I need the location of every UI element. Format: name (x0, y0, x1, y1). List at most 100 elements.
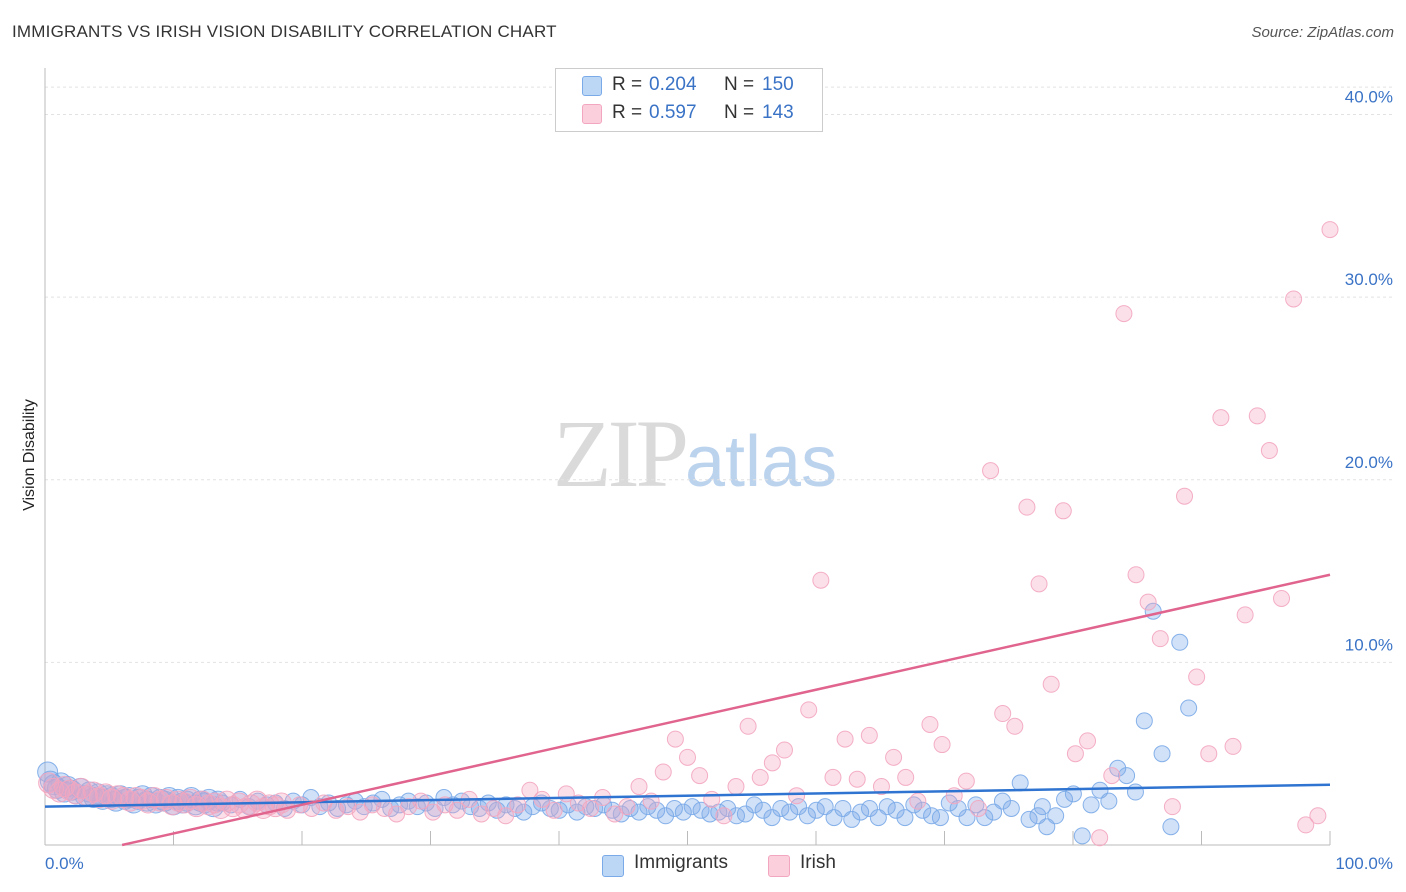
irish-point (1224, 737, 1242, 755)
irish-point (860, 726, 878, 744)
immigrants-point (435, 789, 453, 807)
immigrants-point (692, 801, 710, 819)
immigrants-point (754, 801, 772, 819)
immigrants-point (1056, 790, 1074, 808)
irish-point (909, 792, 927, 810)
irish-point (933, 736, 951, 754)
irish-point (1273, 589, 1291, 607)
immigrants-trend-line (44, 783, 1331, 808)
irish-point (1236, 606, 1254, 624)
immigrants-point (958, 809, 976, 827)
data-points (37, 221, 1339, 847)
immigrants-point (1011, 774, 1029, 792)
immigrants-point (1135, 712, 1153, 730)
irish-point (1176, 487, 1194, 505)
irish-point (1163, 798, 1181, 816)
immigrants-point (843, 810, 861, 828)
irish-point (509, 796, 527, 814)
irish-point (775, 741, 793, 759)
irish-point (1248, 407, 1266, 425)
irish-point (800, 701, 818, 719)
irish-point (666, 730, 684, 748)
irish-point (921, 715, 939, 733)
immigrants-point (1118, 767, 1136, 785)
correlation-legend: R = 0.204 N = 150 R = 0.597 N = 143 (555, 68, 823, 132)
trend-lines (44, 573, 1331, 847)
watermark-atlas: atlas (685, 422, 838, 502)
x-tick-label: 0.0% (45, 854, 84, 873)
immigrants-point (665, 799, 683, 817)
immigrants-point (1047, 807, 1065, 825)
immigrants-point (1073, 827, 1091, 845)
irish-point (727, 778, 745, 796)
irish-point (739, 717, 757, 735)
immigrants-point (745, 796, 763, 814)
irish-point (897, 768, 915, 786)
immigrants-point (781, 803, 799, 821)
irish-point (1285, 290, 1303, 308)
irish-point (113, 787, 135, 809)
irish-swatch (582, 104, 602, 124)
irish-point (1188, 668, 1206, 686)
chart-title: IMMIGRANTS VS IRISH VISION DISABILITY CO… (12, 22, 557, 41)
axis-labels: 10.0% 20.0% 30.0% 40.0% 0.0% 100.0% Vision Dis… (21, 88, 1393, 873)
irish-point (872, 778, 890, 796)
irish-point (654, 763, 672, 781)
immigrants-point (887, 801, 905, 819)
irish-point (1115, 305, 1133, 323)
immigrants-point (772, 799, 790, 817)
irish-point (812, 571, 830, 589)
immigrants-swatch (582, 76, 602, 96)
irish-point (1006, 717, 1024, 735)
irish-point (497, 807, 515, 825)
immigrants-point (1020, 810, 1038, 828)
legend-n-label: N = (724, 102, 755, 123)
immigrants-point (798, 807, 816, 825)
x-tick-label: 100.0% (1335, 854, 1393, 873)
irish-trend-line (121, 573, 1331, 847)
immigrants-point (1153, 745, 1171, 763)
irish-point (824, 768, 842, 786)
irish-point (1212, 409, 1230, 427)
irish-point (703, 790, 721, 808)
irish-point (885, 748, 903, 766)
irish-point (715, 807, 733, 825)
immigrants-point (807, 801, 825, 819)
irish-point (1018, 498, 1036, 516)
irish-point (545, 801, 563, 819)
legend-r-value: 0.204 (649, 74, 697, 95)
y-tick-label: 30.0% (1345, 270, 1393, 289)
immigrants-point (896, 809, 914, 827)
legend-row-immigrants: R = 0.204 N = 150 (556, 73, 822, 99)
irish-point (788, 787, 806, 805)
immigrants-point (674, 803, 692, 821)
legend-row-irish: R = 0.597 N = 143 (556, 101, 822, 127)
irish-legend-swatch (768, 855, 790, 877)
y-tick-label: 20.0% (1345, 453, 1393, 472)
irish-point (1054, 502, 1072, 520)
immigrants-point (931, 809, 949, 827)
immigrants-point (852, 803, 870, 821)
legend-r-value: 0.597 (649, 102, 697, 123)
immigrants-point (1082, 796, 1100, 814)
irish-point (1200, 745, 1218, 763)
irish-point (994, 705, 1012, 723)
irish-point (618, 798, 636, 816)
y-tick-label: 10.0% (1345, 635, 1393, 654)
irish-point (679, 748, 696, 766)
irish-point (582, 799, 600, 817)
immigrants-point (657, 807, 675, 825)
irish-point (42, 777, 64, 799)
irish-point (1127, 566, 1145, 584)
irish-point (1321, 221, 1339, 239)
irish-point (1091, 829, 1109, 847)
immigrants-point (763, 809, 781, 827)
irish-point (691, 767, 709, 785)
immigrants-point (790, 798, 808, 816)
irish-point (70, 777, 92, 799)
irish-point (1260, 442, 1278, 460)
irish-point (630, 778, 648, 796)
irish-point (969, 799, 987, 817)
immigrants-point (1033, 798, 1051, 816)
irish-point (448, 801, 466, 819)
